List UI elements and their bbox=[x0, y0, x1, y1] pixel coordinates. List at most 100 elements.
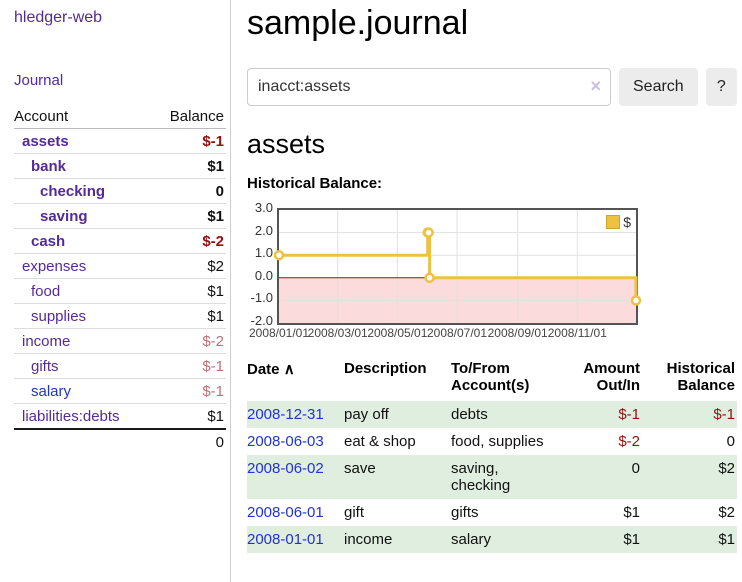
transaction-balance: $2 bbox=[642, 455, 737, 499]
transaction-accounts: food, supplies bbox=[451, 428, 555, 455]
account-row: liabilities:debts $1 bbox=[14, 404, 226, 430]
sidebar-account-link[interactable]: cash bbox=[31, 233, 65, 250]
account-balance: $1 bbox=[152, 154, 226, 179]
transaction-accounts: salary bbox=[451, 526, 555, 553]
transaction-description: save bbox=[344, 455, 451, 499]
search-bar: × Search ? bbox=[247, 68, 737, 106]
account-balance: $1 bbox=[152, 304, 226, 329]
y-axis-tick-label: 3.0 bbox=[247, 201, 273, 215]
sidebar-total-balance: 0 bbox=[152, 429, 226, 454]
sidebar-item-journal[interactable]: Journal bbox=[14, 72, 230, 89]
account-row: gifts$-1 bbox=[14, 354, 226, 379]
y-axis-tick-label: 2.0 bbox=[247, 224, 273, 238]
transaction-amount: $-1 bbox=[555, 401, 642, 428]
search-button[interactable]: Search bbox=[619, 68, 698, 106]
sidebar-header-row: Account Balance bbox=[14, 105, 226, 129]
sidebar-account-link[interactable]: income bbox=[22, 333, 70, 350]
account-row: salary $-1 bbox=[14, 379, 226, 404]
sidebar-balance-table: Account Balance assets $-1 bank $1 checking 0… bbox=[14, 105, 226, 454]
historical-balance-chart: $ 3.02.01.00.0-1.0-2.02008/01/012008/03/… bbox=[247, 201, 737, 343]
account-row: cash $-2 bbox=[14, 229, 226, 254]
transaction-description: income bbox=[344, 526, 451, 553]
x-axis-tick-label: 2008/05/01 bbox=[367, 326, 427, 340]
sidebar-account-link[interactable]: checking bbox=[40, 183, 105, 200]
sidebar-account-link[interactable]: gifts bbox=[31, 358, 59, 375]
transaction-amount: $-2 bbox=[555, 428, 642, 455]
chart-plot[interactable]: $ bbox=[277, 208, 638, 325]
register-row: 2008-06-01giftgifts$1$2 bbox=[247, 499, 737, 526]
account-balance: $1 bbox=[152, 404, 226, 430]
transaction-accounts: gifts bbox=[451, 499, 555, 526]
sidebar-account-link[interactable]: liabilities:debts bbox=[22, 408, 120, 425]
brand-link[interactable]: hledger-web bbox=[14, 9, 230, 27]
sidebar-account-rows: assets$-1bank$1checking0saving$1cash$-2e… bbox=[14, 129, 226, 430]
sidebar-account-link[interactable]: supplies bbox=[31, 308, 86, 325]
sidebar-account-link[interactable]: assets bbox=[22, 133, 69, 150]
account-row: saving$1 bbox=[14, 204, 226, 229]
transaction-description: eat & shop bbox=[344, 428, 451, 455]
transaction-amount: $1 bbox=[555, 499, 642, 526]
transaction-balance: $1 bbox=[642, 526, 737, 553]
account-balance: $-2 bbox=[152, 229, 226, 254]
legend-label: $ bbox=[623, 214, 631, 230]
account-balance: $-2 bbox=[152, 329, 226, 354]
account-balance: $2 bbox=[152, 254, 226, 279]
help-button[interactable]: ? bbox=[706, 68, 737, 106]
accounts-column-header: To/From Account(s) bbox=[451, 358, 555, 401]
account-row: income $-2 bbox=[14, 329, 226, 354]
account-heading: assets bbox=[247, 129, 737, 160]
account-row: expenses $2 bbox=[14, 254, 226, 279]
chart-title: Historical Balance: bbox=[247, 175, 737, 192]
account-balance: 0 bbox=[152, 179, 226, 204]
account-row: assets $-1 bbox=[14, 129, 226, 154]
search-input[interactable] bbox=[247, 68, 611, 106]
transaction-date-link[interactable]: 2008-01-01 bbox=[247, 531, 324, 548]
register-row: 2008-01-01incomesalary$1$1 bbox=[247, 526, 737, 553]
sidebar-account-link[interactable]: salary bbox=[31, 383, 71, 400]
x-axis-tick-label: 2008/03/01 bbox=[308, 326, 368, 340]
y-axis-tick-label: 1.0 bbox=[247, 246, 273, 260]
x-axis-tick-label: 2008/11/01 bbox=[548, 326, 607, 340]
description-column-header: Description bbox=[344, 358, 451, 401]
account-balance: $1 bbox=[152, 279, 226, 304]
register-row: 2008-06-03 eat & shopfood, supplies$-20 bbox=[247, 428, 737, 455]
transaction-amount: $1 bbox=[555, 526, 642, 553]
transaction-date-link[interactable]: 2008-06-03 bbox=[247, 433, 324, 450]
legend-swatch-icon bbox=[606, 215, 620, 229]
account-row: supplies $1 bbox=[14, 304, 226, 329]
chart-canvas bbox=[279, 210, 636, 323]
date-column-header: Date bbox=[247, 361, 280, 378]
account-balance: $-1 bbox=[152, 129, 226, 154]
account-row: checking 0 bbox=[14, 179, 226, 204]
register-rows: 2008-12-31pay offdebts$-1$-1 2008-06-03 ea… bbox=[247, 401, 737, 553]
account-balance: $-1 bbox=[152, 379, 226, 404]
sidebar-account-link[interactable]: saving bbox=[40, 208, 88, 225]
y-axis-tick-label: 0.0 bbox=[247, 269, 273, 283]
account-column-header: Account bbox=[14, 105, 152, 129]
transaction-accounts: saving, checking bbox=[451, 455, 555, 499]
transaction-balance: $-1 bbox=[642, 401, 737, 428]
register-header-row: Date ∧ Description To/From Account(s) Am… bbox=[247, 358, 737, 401]
transaction-amount: 0 bbox=[555, 455, 642, 499]
x-axis-tick-label: 2008/01/01 bbox=[249, 326, 309, 340]
register-row: 2008-06-02 savesaving, checking0$2 bbox=[247, 455, 737, 499]
balance-column-header-register: Historical Balance bbox=[642, 358, 737, 401]
sidebar: hledger-web Journal Account Balance asse… bbox=[0, 0, 231, 582]
transaction-date-link[interactable]: 2008-06-02 bbox=[247, 460, 324, 477]
register-row: 2008-12-31pay offdebts$-1$-1 bbox=[247, 401, 737, 428]
x-axis-tick-label: 2008/09/01 bbox=[488, 326, 548, 340]
transaction-date-link[interactable]: 2008-12-31 bbox=[247, 406, 324, 423]
transaction-date-link[interactable]: 2008-06-01 bbox=[247, 504, 324, 521]
transaction-description: gift bbox=[344, 499, 451, 526]
sidebar-account-link[interactable]: expenses bbox=[22, 258, 86, 275]
sidebar-account-link[interactable]: bank bbox=[31, 158, 66, 175]
transaction-balance: 0 bbox=[642, 428, 737, 455]
amount-column-header: Amount Out/In bbox=[555, 358, 642, 401]
sort-ascending-icon[interactable]: ∧ bbox=[284, 361, 295, 378]
transaction-accounts: debts bbox=[451, 401, 555, 428]
app-window: hledger-web Journal Account Balance asse… bbox=[0, 0, 742, 582]
account-row: bank $1 bbox=[14, 154, 226, 179]
balance-column-header: Balance bbox=[152, 105, 226, 129]
sidebar-account-link[interactable]: food bbox=[31, 283, 60, 300]
clear-search-icon[interactable]: × bbox=[590, 76, 601, 96]
